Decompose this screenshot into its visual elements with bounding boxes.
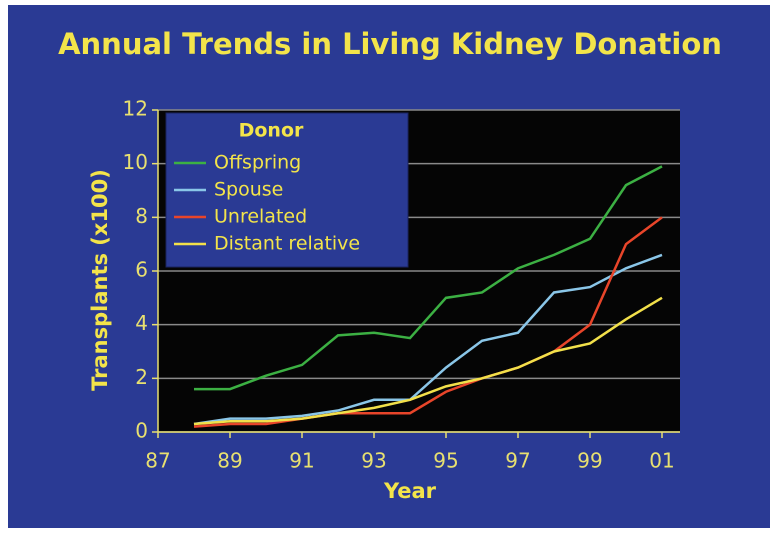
series-line: [193, 216, 663, 428]
legend-label: Offspring: [214, 152, 301, 174]
x-tick-label: 01: [649, 449, 674, 473]
y-axis-label: Transplants (x100): [88, 169, 112, 391]
x-tick-label: 87: [145, 449, 170, 473]
y-tick-label: 12: [123, 97, 148, 121]
x-tick-label: 93: [361, 449, 386, 473]
x-tick-label: 89: [217, 449, 242, 473]
y-tick-label: 8: [135, 204, 148, 228]
y-tick-label: 2: [135, 365, 148, 389]
x-tick-label: 95: [433, 449, 458, 473]
legend-label: Spouse: [214, 179, 283, 201]
y-tick-label: 10: [123, 150, 148, 174]
y-tick-label: 4: [135, 311, 148, 335]
y-tick-label: 6: [135, 258, 148, 282]
x-axis-label: Year: [383, 479, 437, 503]
series-line: [193, 296, 663, 426]
series-line: [194, 165, 663, 391]
legend-box: [165, 112, 409, 268]
x-tick-label: 97: [505, 449, 530, 473]
legend-label: Distant relative: [214, 233, 360, 255]
series-line: [193, 253, 663, 426]
chart-title: Annual Trends in Living Kidney Donation: [58, 27, 722, 61]
x-tick-label: 91: [289, 449, 314, 473]
y-tick-label: 0: [135, 419, 148, 443]
legend-label: Unrelated: [214, 206, 307, 228]
legend-title: Donor: [239, 120, 304, 142]
x-tick-label: 99: [577, 449, 602, 473]
